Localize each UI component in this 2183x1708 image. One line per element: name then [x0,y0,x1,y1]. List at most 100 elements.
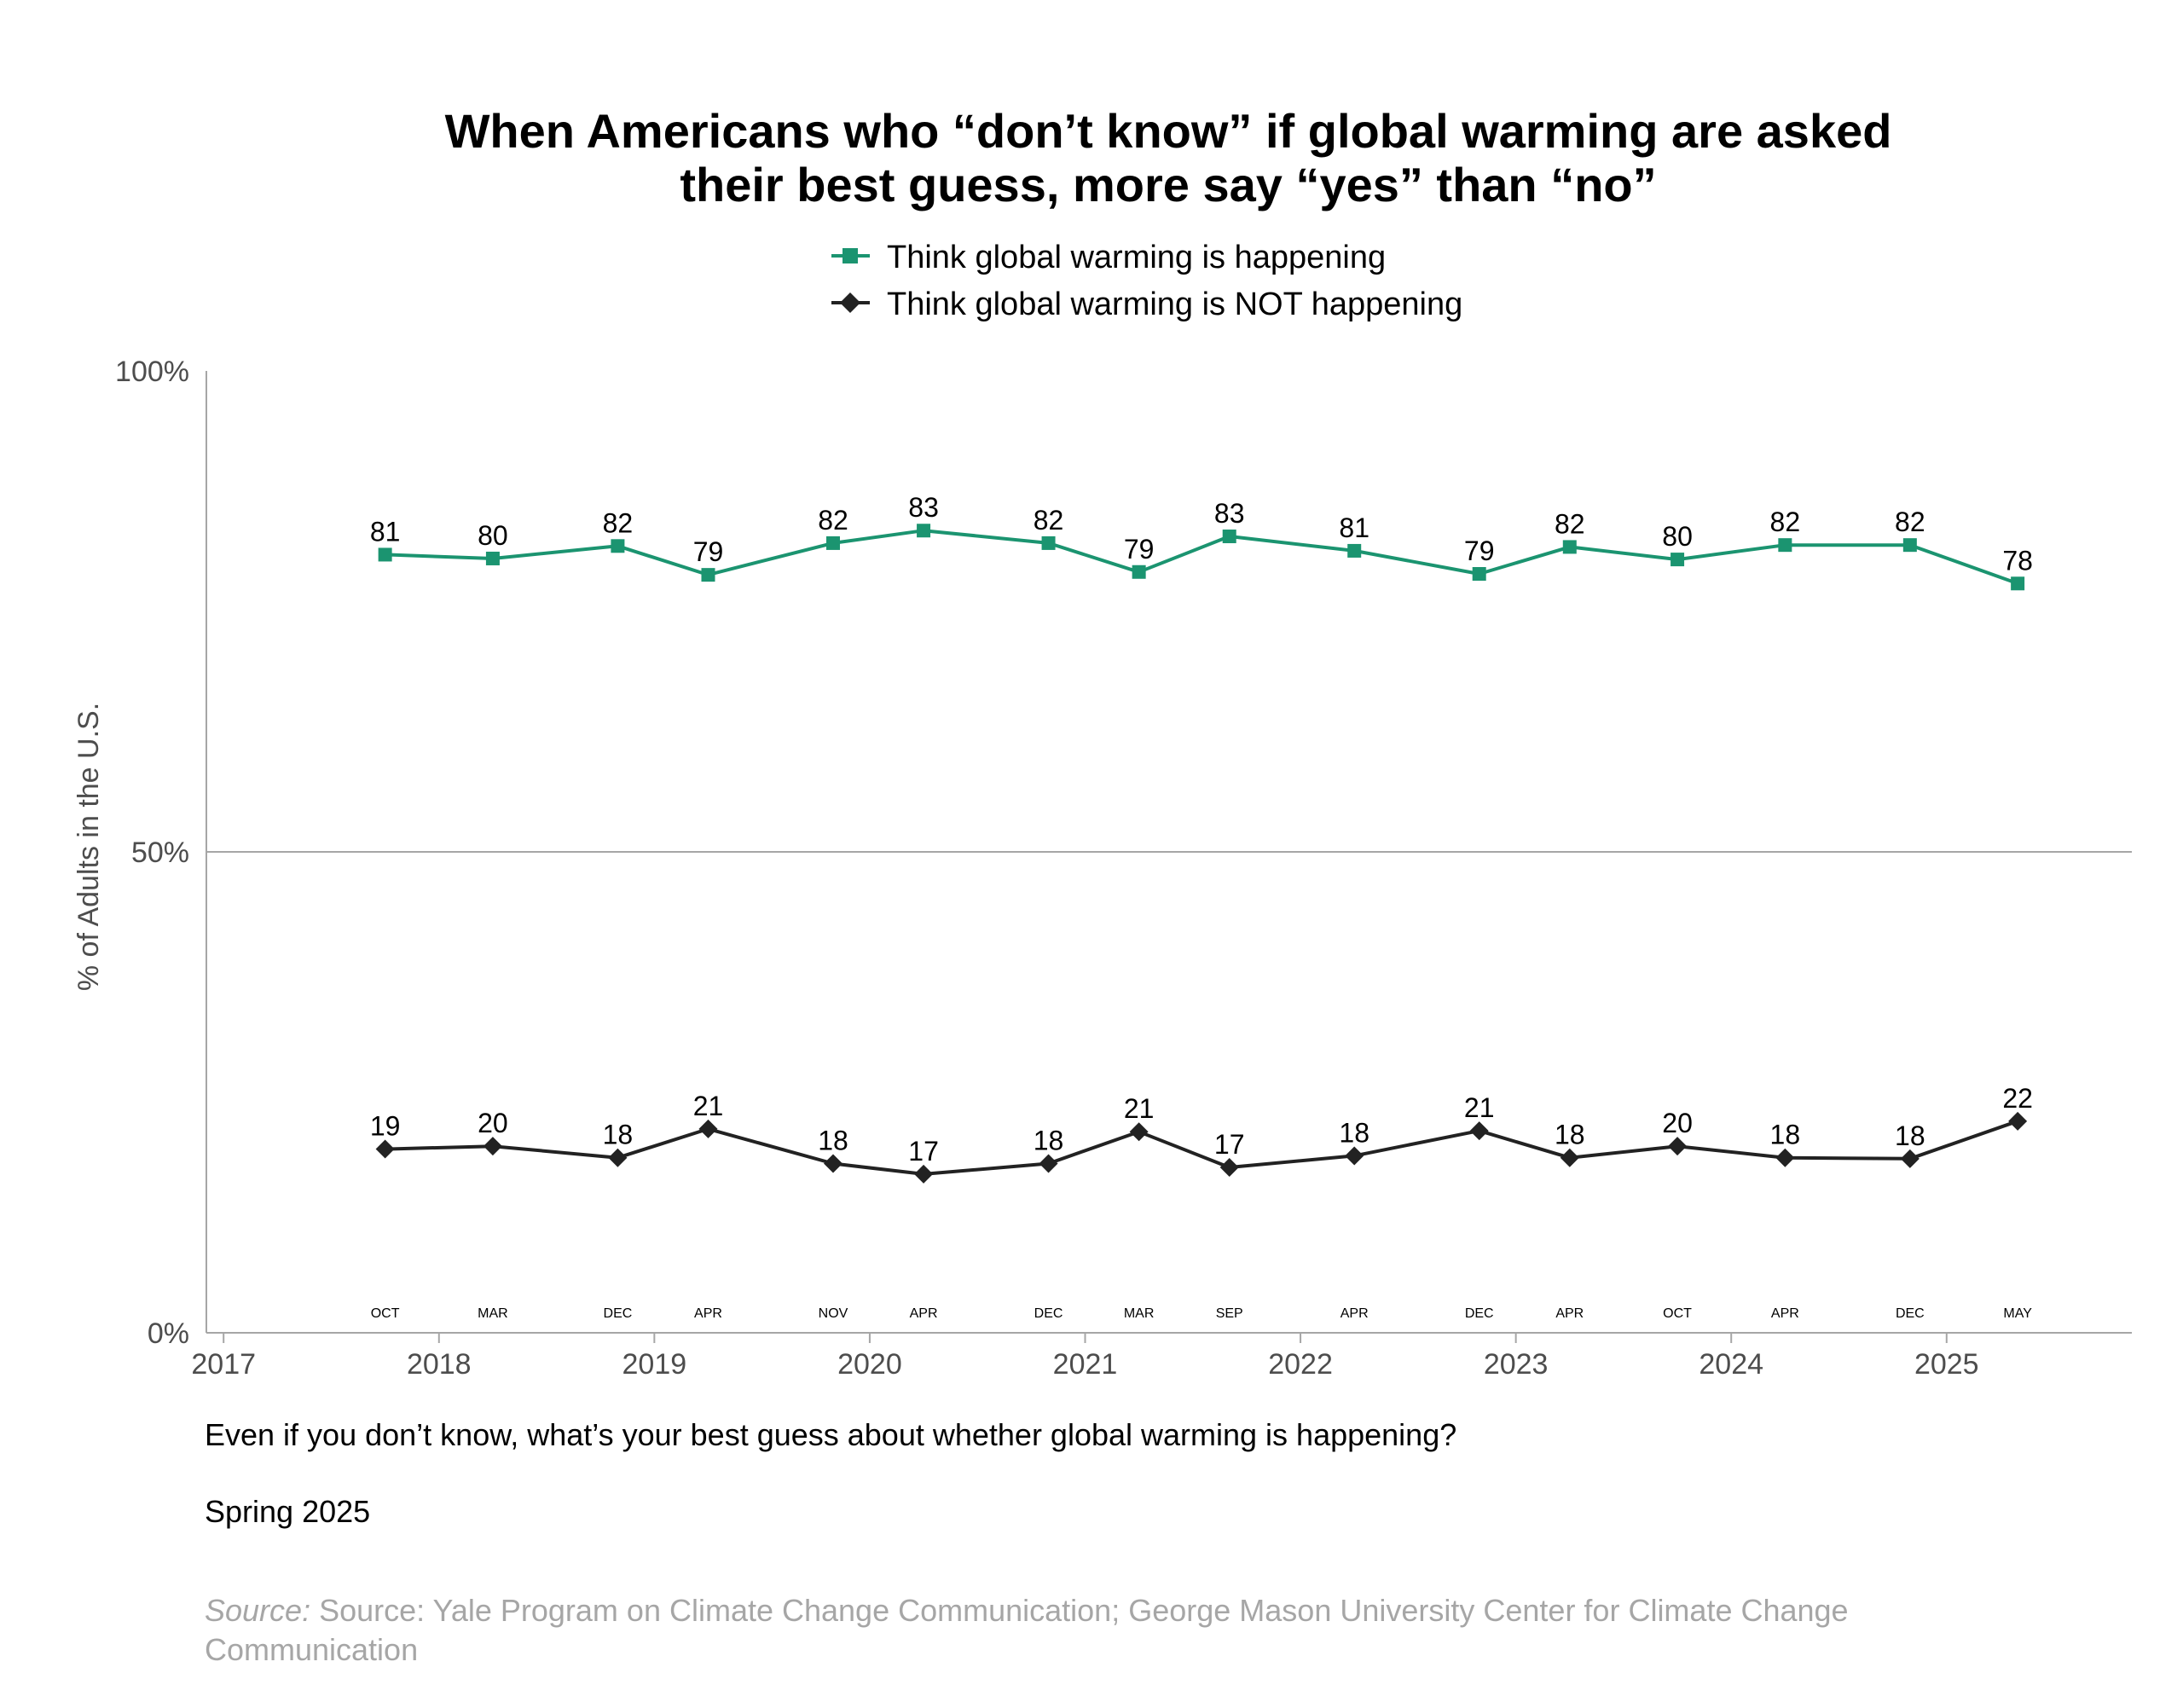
series-line [385,1119,2018,1176]
data-point-square [611,539,625,553]
data-label: 81 [1339,512,1369,543]
source-text: Source: Yale Program on Climate Change C… [205,1593,1849,1667]
data-point-diamond [1345,1146,1364,1166]
data-point-diamond [1039,1154,1058,1173]
x-tick-label: 2020 [837,1348,902,1381]
data-label: 82 [1034,505,1064,536]
data-point-diamond [1219,1157,1239,1177]
data-point-square [1347,543,1362,558]
legend-label-happening: Think global warming is happening [887,240,1386,275]
legend-diamond-marker [840,292,860,313]
month-label: APR [1340,1306,1369,1321]
data-label: 79 [1464,536,1495,566]
data-label: 18 [1895,1120,1925,1151]
y-axis-label: % of Adults in the U.S. [72,703,105,991]
series-not-happening: 19 20 18 21 18 17 18 21 17 18 21 18 20 18 18 22 [370,1083,2033,1184]
data-point-diamond [1560,1148,1579,1167]
data-label: 82 [1770,507,1801,537]
data-point-square [2011,576,2025,591]
month-label: OCT [1663,1306,1692,1321]
data-point-square [1132,565,1146,579]
month-label: MAR [478,1306,508,1321]
data-label: 18 [1555,1120,1585,1150]
data-label: 78 [2002,545,2033,576]
data-point-square [378,547,392,562]
data-label: 80 [478,520,508,551]
data-label: 18 [818,1125,848,1155]
month-label: DEC [604,1306,633,1321]
data-label: 83 [908,492,939,523]
month-label: DEC [1465,1306,1494,1321]
month-label: DEC [1896,1306,1925,1321]
data-point-square [701,568,715,582]
data-point-diamond [608,1148,628,1167]
legend-item-not-happening: Think global warming is NOT happening [831,287,1462,322]
data-point-diamond [1900,1149,1920,1168]
month-label: SEP [1216,1306,1243,1321]
data-point-square [917,524,931,538]
data-label: 18 [1034,1125,1064,1155]
month-label: OCT [371,1306,400,1321]
data-point-diamond [483,1137,502,1156]
survey-season: Spring 2025 [205,1494,371,1529]
data-label: 22 [2002,1083,2033,1114]
data-label: 20 [478,1108,508,1138]
data-label: 21 [693,1091,724,1121]
axes: 0%50%100%2017 2018 2019 2020 2021 2022 2023 202… [115,356,2132,1381]
month-label: MAR [1124,1306,1155,1321]
data-point-diamond [1469,1121,1489,1141]
series-happening: 81 80 82 79 82 83 82 79 83 81 79 82 80 82 82 78 [370,492,2033,591]
legend-item-happening: Think global warming is happening [831,240,1386,275]
x-tick-label: 2019 [622,1348,687,1381]
x-tick-label: 2023 [1484,1348,1549,1381]
data-point-square [1472,567,1486,582]
data-label: 83 [1214,498,1245,529]
month-label: APR [1771,1306,1799,1321]
data-label: 79 [693,536,724,567]
data-label: 21 [1124,1093,1155,1124]
data-label: 82 [1895,507,1925,537]
data-label: 82 [1555,508,1585,539]
data-label: 20 [1662,1108,1693,1138]
month-label: DEC [1034,1306,1063,1321]
x-tick-label: 2017 [191,1348,256,1381]
data-point-diamond [2008,1111,2028,1131]
data-point-diamond [698,1119,718,1138]
x-tick-label: 2018 [407,1348,472,1381]
source-note: Source: Source: Yale Program on Climate … [205,1591,1995,1670]
chart-title-line-1: When Americans who “don’t know” if globa… [445,104,1892,158]
month-label: APR [910,1306,938,1321]
month-label: NOV [819,1306,848,1321]
chart-title-line-2: their best guess, more say “yes” than “n… [680,158,1656,211]
y-tick-label: 0% [148,1317,189,1350]
month-labels: OCT MAR DEC APR NOV APR DEC MAR SEP APR DEC APR OCT A… [371,1306,2032,1321]
series-layer: 81 80 82 79 82 83 82 79 83 81 79 82 80 82 82 78 19 20 18 21… [370,492,2033,1184]
data-label: 80 [1662,521,1693,552]
source-prefix: Source: [205,1593,311,1628]
data-label: 18 [603,1120,634,1150]
survey-question: Even if you don’t know, what’s your best… [205,1417,1457,1452]
legend-label-not-happening: Think global warming is NOT happening [887,287,1462,322]
legend: Think global warming is happening Think … [831,240,1462,322]
data-point-square [1562,540,1577,554]
data-label: 82 [603,507,634,538]
x-tick-label: 2025 [1914,1348,1979,1381]
data-label: 19 [370,1111,401,1142]
x-tick-label: 2024 [1699,1348,1763,1381]
data-label: 17 [908,1136,939,1167]
month-label: MAY [2003,1306,2032,1321]
month-label: APR [694,1306,722,1321]
data-point-square [1778,538,1792,553]
data-point-diamond [1129,1122,1149,1142]
data-label: 18 [1339,1117,1369,1148]
data-point-square [1902,538,1917,553]
legend-square-marker [843,248,858,263]
data-point-square [1222,530,1236,544]
data-point-diamond [1668,1137,1688,1156]
data-label: 79 [1124,534,1155,565]
y-tick-label: 50% [131,837,189,869]
month-label: APR [1555,1306,1584,1321]
x-tick-label: 2021 [1053,1348,1118,1381]
data-label: 82 [818,505,848,536]
